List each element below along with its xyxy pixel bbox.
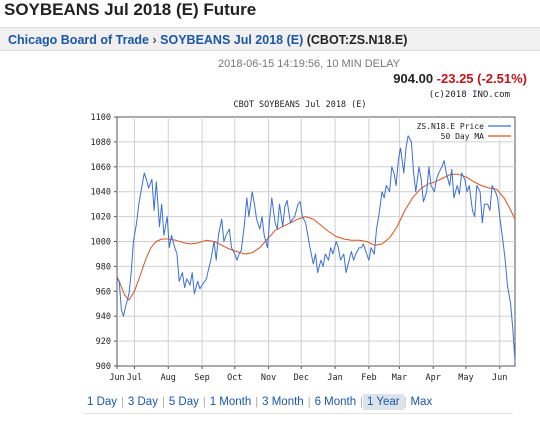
legend-box — [420, 119, 513, 140]
y-tick-label: 920 — [96, 337, 111, 347]
range-divider: | — [360, 396, 363, 408]
breadcrumb: Chicago Board of Trade › SOYBEANS Jul 20… — [0, 27, 540, 51]
x-tick-label-may: May — [458, 373, 473, 383]
grid — [117, 117, 515, 366]
quote-price: 904.00 — [393, 71, 434, 86]
range-divider: | — [255, 396, 259, 408]
range-divider: | — [202, 396, 206, 408]
breadcrumb-contract-link[interactable]: SOYBEANS Jul 2018 (E) — [160, 33, 304, 47]
breadcrumb-exchange-link[interactable]: Chicago Board of Trade — [8, 33, 149, 47]
x-tick-label-sep: Sep — [194, 373, 209, 383]
quote-change: -23.25 (-2.51%) — [436, 71, 527, 86]
x-tick-label-aug: Aug — [161, 373, 176, 383]
x-tick-label-oct: Oct — [227, 373, 242, 383]
range-divider: | — [307, 396, 311, 408]
y-tick-label: 1060 — [91, 163, 111, 173]
x-tick-label-mar: Mar — [392, 373, 407, 383]
page-title: SOYBEANS Jul 2018 (E) Future — [4, 0, 257, 19]
x-tick-label-jun: Jun — [492, 373, 507, 383]
quote-summary: 904.00 -23.25 (-2.51%) — [393, 71, 527, 86]
range-divider: | — [121, 396, 124, 408]
breadcrumb-symbol: (CBOT:ZS.N18.E) — [306, 33, 408, 47]
series-line-price — [116, 135, 516, 362]
range-1-day[interactable]: 1 Day — [87, 396, 118, 408]
range-1-year[interactable]: 1 Year — [362, 394, 404, 410]
chart-title: CBOT SOYBEANS Jul 2018 (E) — [233, 100, 366, 110]
y-tick-label: 1040 — [91, 188, 111, 198]
y-tick-label: 1020 — [91, 213, 111, 223]
x-tick-label-jun: Jun — [109, 373, 124, 383]
y-axis: 900 920 940 960 980 1000 1020 1040 1060 1080 1100 — [91, 113, 117, 372]
series-lines — [116, 135, 516, 362]
legend-label: 50 Day MA — [441, 132, 485, 141]
range-selector: 1 Day | 3 Day | 5 Day | 1 Month | 3 Month | 6 Mont… — [83, 393, 436, 411]
range-divider: | — [161, 396, 165, 408]
x-axis: Jun Jul Aug Sep Oct Nov Dec Jan Feb Mar Apr May Jun — [109, 366, 507, 383]
y-tick-label: 940 — [96, 312, 111, 322]
price-chart: CBOT SOYBEANS Jul 2018 (E) 9009209409609… — [91, 100, 516, 383]
x-tick-label-dec: Dec — [294, 373, 309, 383]
divider — [83, 413, 513, 414]
legend-label: ZS.N18.E Price — [417, 122, 485, 131]
y-tick-label: 1100 — [91, 113, 111, 123]
range-1-month[interactable]: 1 Month — [209, 396, 252, 408]
y-tick-label: 1080 — [91, 138, 111, 148]
series-line-ma50 — [116, 173, 516, 301]
breadcrumb-separator: › — [152, 33, 157, 47]
y-tick-label: 900 — [96, 362, 111, 372]
chart-copyright: (c)2018 INO.com — [428, 90, 510, 100]
y-tick-label: 980 — [96, 262, 111, 272]
x-tick-label-nov: Nov — [261, 373, 276, 383]
x-tick-label-jul: Jul — [127, 373, 142, 383]
range-divider: | — [403, 396, 407, 408]
x-tick-label-feb: Feb — [361, 373, 376, 383]
quote-timestamp: 2018-06-15 14:19:56, 10 MIN DELAY — [217, 58, 400, 70]
range-max[interactable]: Max — [410, 396, 433, 408]
range-3-day[interactable]: 3 Day — [127, 396, 158, 408]
x-tick-label-apr: Apr — [426, 373, 441, 383]
range-6-month[interactable]: 6 Month — [314, 396, 357, 408]
y-tick-label: 960 — [96, 287, 111, 297]
y-tick-label: 1000 — [91, 238, 111, 248]
range-5-day[interactable]: 5 Day — [168, 396, 199, 408]
range-3-month[interactable]: 3 Month — [262, 396, 304, 408]
x-tick-label-jan: Jan — [327, 373, 342, 383]
